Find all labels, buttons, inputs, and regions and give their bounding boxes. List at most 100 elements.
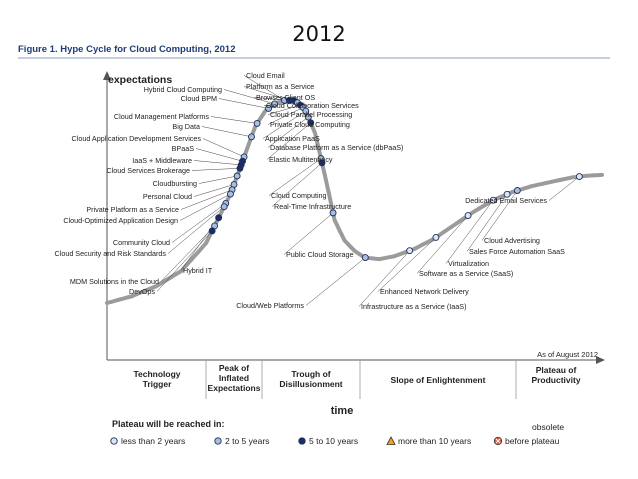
figure-title: Figure 1. Hype Cycle for Cloud Computing… — [18, 44, 235, 55]
legend: less than 2 years 2 to 5 years 5 to 10 yea… — [110, 436, 560, 446]
technology-marker — [361, 254, 369, 262]
leader-line — [218, 98, 269, 109]
technology-marker — [248, 133, 255, 141]
technology-label: Cloud Services Brokerage — [107, 166, 191, 175]
leader-line — [243, 86, 290, 101]
technology-label: Software as a Service (SaaS) — [419, 269, 513, 278]
technology-marker — [513, 187, 521, 194]
phase-label: Plateau of — [536, 365, 577, 375]
technology-label: Cloud BPM — [181, 94, 217, 103]
leader-line — [156, 230, 213, 292]
leader-line — [195, 148, 243, 162]
technology-marker — [307, 119, 315, 127]
technology-label: Cloudbursting — [153, 179, 197, 188]
technology-label: Cloud Parallel Processing — [270, 110, 352, 119]
technology-label: Personal Cloud — [143, 192, 192, 201]
technology-marker — [208, 227, 216, 235]
technology-marker — [464, 212, 472, 220]
technology-label: Private Platform as a Service — [86, 205, 179, 214]
legend-item-label: less than 2 years — [121, 436, 185, 446]
leader-line — [193, 184, 235, 197]
technology-marker — [253, 119, 261, 127]
technology-marker — [236, 164, 244, 172]
technology-label: Big Data — [172, 122, 200, 131]
legend-marker — [298, 437, 306, 445]
phase-label: Technology — [133, 369, 180, 379]
x-axis-label: time — [331, 405, 354, 417]
technology-label: BPaaS — [172, 144, 195, 153]
leader-line — [416, 215, 469, 274]
leader-line — [202, 138, 245, 158]
leader-line — [160, 225, 215, 282]
technology-marker — [329, 209, 337, 217]
leader-line — [271, 162, 323, 207]
technology-label: Private Cloud Computing — [270, 120, 350, 129]
technology-marker — [432, 233, 440, 241]
leader-line — [210, 116, 258, 124]
technology-marker — [489, 196, 497, 204]
leader-line — [267, 107, 304, 125]
technology-marker — [265, 105, 272, 112]
phase-label: Disillusionment — [279, 379, 342, 389]
legend-title: Plateau will be reached in: — [112, 419, 225, 429]
technology-label: Public Cloud Storage — [286, 250, 354, 259]
legend-item-label: 2 to 5 years — [225, 436, 269, 446]
phase-label: Expectations — [208, 383, 261, 393]
technology-label: Cloud Security and Risk Standards — [55, 249, 167, 258]
technology-label: Enhanced Network Delivery — [380, 287, 469, 296]
leader-line — [179, 193, 231, 221]
technology-label: Application PaaS — [265, 134, 320, 143]
leader-line — [305, 257, 366, 306]
y-axis-label: expectations — [108, 74, 172, 86]
technology-marker — [220, 203, 228, 211]
technology-markers — [208, 96, 583, 262]
technology-label: Browser Client OS — [256, 93, 315, 102]
leader-line — [191, 168, 240, 171]
technology-label: IaaS + Middleware — [132, 156, 192, 165]
leader-line — [358, 250, 410, 307]
legend-obsolete-label: obsolete — [532, 422, 564, 432]
technology-label: Cloud Application Development Services — [72, 134, 202, 143]
legend-item-label: before plateau — [505, 436, 560, 446]
technology-label: Cloud Advertising — [484, 236, 540, 245]
technology-labels: Cloud Email Platform as a Service Browser … — [55, 71, 566, 311]
technology-label: Cloud Management Platforms — [114, 112, 209, 121]
leader-line — [548, 176, 580, 201]
leader-line — [171, 203, 226, 243]
legend-triangle-icon — [386, 436, 396, 445]
phase-label: Slope of Enlightenment — [391, 375, 486, 385]
leader-line — [243, 75, 285, 101]
leader-line — [262, 110, 306, 139]
technology-label: Real-Time Infrastructure — [274, 202, 351, 211]
technology-label: Cloud Collaboration Services — [266, 101, 359, 110]
legend-marker — [214, 437, 222, 445]
leader-line — [466, 194, 508, 252]
technology-marker — [227, 190, 234, 198]
legend-item-label: 5 to 10 years — [309, 436, 358, 446]
leader-line — [267, 104, 301, 115]
technology-marker — [304, 113, 312, 121]
technology-marker — [271, 100, 278, 108]
as-of-note: As of August 2012 — [537, 350, 598, 359]
technology-label: Dedicated Email Services — [465, 196, 547, 205]
leader-line — [193, 160, 242, 166]
technology-label: Hybrid IT — [183, 266, 213, 275]
technology-label: Infrastructure as a Service (IaaS) — [361, 302, 466, 311]
leader-line — [481, 190, 518, 241]
leader-line — [283, 212, 334, 255]
technology-marker — [318, 159, 326, 167]
technology-marker — [302, 107, 310, 115]
technology-label: Cloud-Optimized Application Design — [63, 216, 178, 225]
technology-marker — [215, 214, 223, 222]
technology-label: Community Cloud — [113, 238, 170, 247]
technology-label: Cloud Computing — [271, 191, 327, 200]
leader-line — [445, 199, 494, 264]
technology-label: Sales Force Automation SaaS — [469, 247, 565, 256]
slide-title: 2012 — [292, 22, 346, 46]
leader-line — [267, 116, 309, 148]
phase-label: Trigger — [143, 379, 173, 389]
technology-label: Cloud/Web Platforms — [236, 301, 304, 310]
technology-label: DevOps — [129, 287, 155, 296]
